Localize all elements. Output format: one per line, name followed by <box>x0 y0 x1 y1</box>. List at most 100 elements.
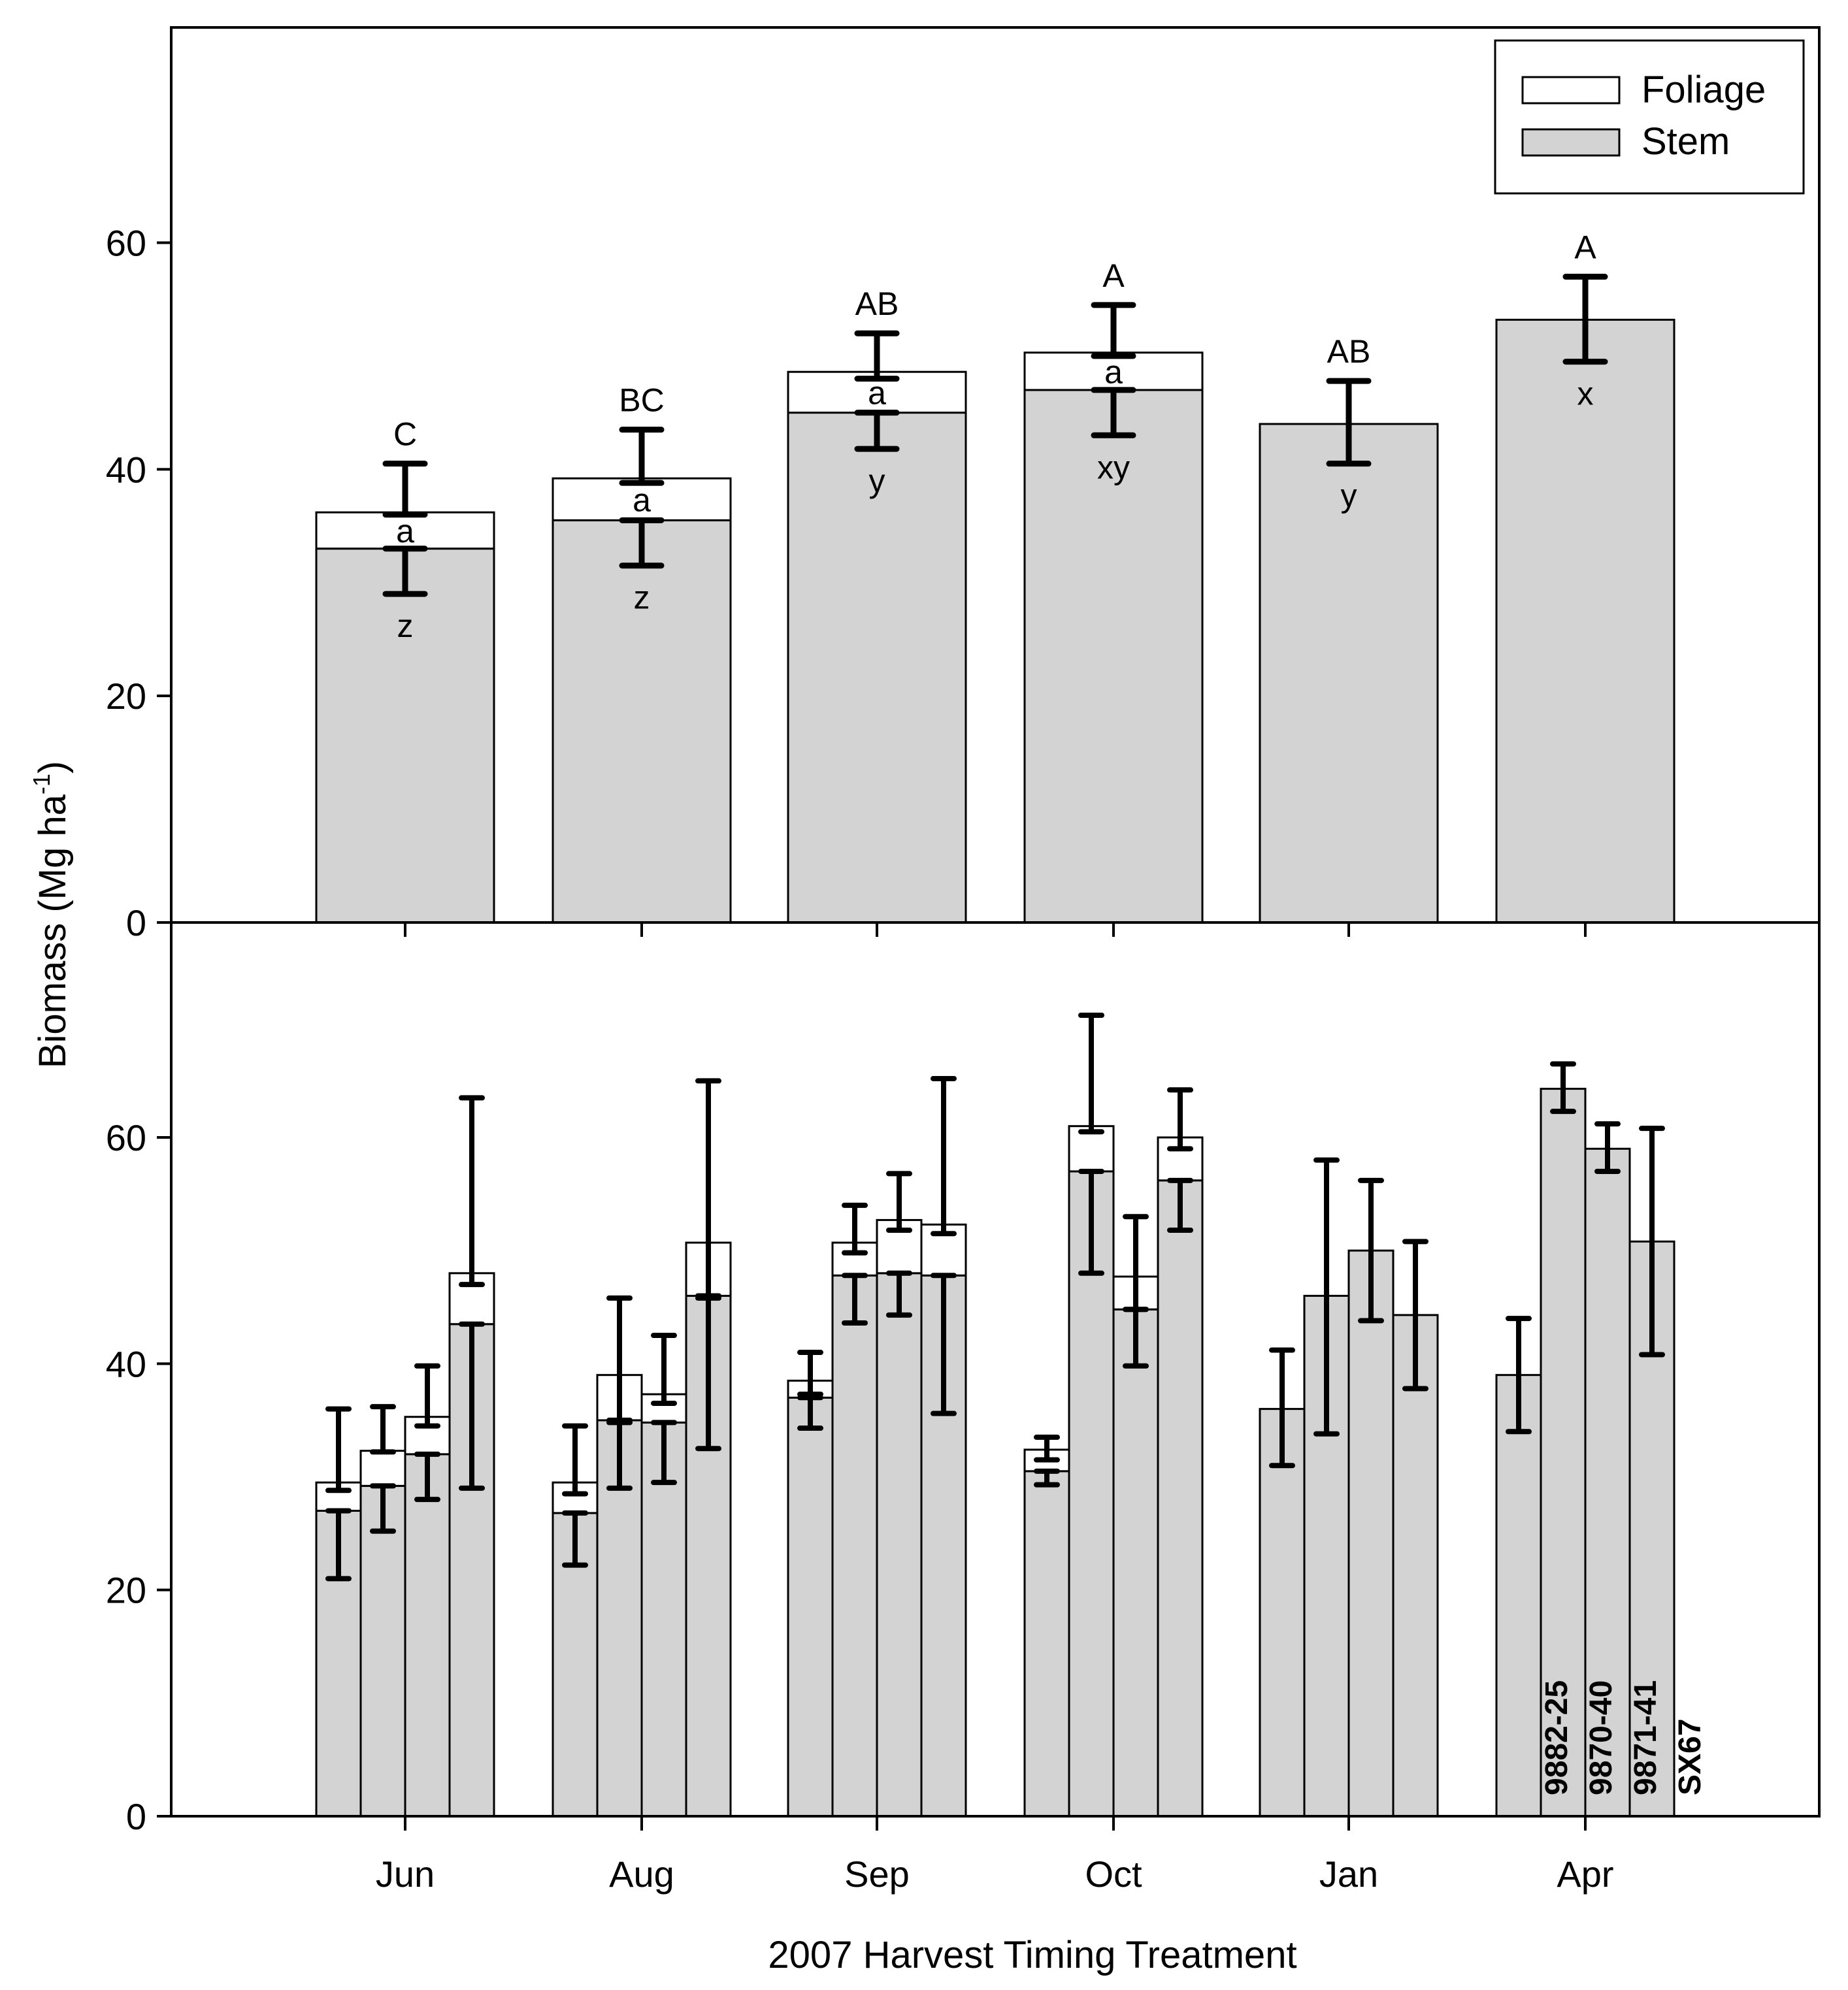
x-tick-label-aug: Aug <box>609 1853 674 1895</box>
top-bar-foliage-jun <box>315 511 495 550</box>
legend-label-stem: Stem <box>1642 120 1730 163</box>
top-letter-total-jun: C <box>393 416 417 453</box>
y-tick-label-top-20: 20 <box>106 676 146 717</box>
bottom-error-total-jun-9870-40 <box>370 1404 396 1455</box>
bottom-bar-stem-jan-9871-41 <box>1347 1249 1394 1818</box>
bottom-error-stem-oct-9870-40 <box>1078 1168 1104 1276</box>
top-letter-stem-aug: z <box>634 579 650 616</box>
y-tick-label-bottom-60: 60 <box>106 1117 146 1158</box>
bottom-error-total-aug-9882-25 <box>562 1423 588 1497</box>
labels-layer: Ca z BC a z AB a y Aa xy AB y Ax <box>393 229 1596 645</box>
bottom-bar-stem-apr-9882-25 <box>1495 1374 1542 1818</box>
top-letter-foliage-aug: a <box>633 481 651 518</box>
bottom-error-stem-jun-9882-25 <box>325 1508 352 1582</box>
panel-frame-bottom <box>170 921 1821 1818</box>
bottom-bar-stem-jun-9870-40 <box>359 1484 406 1818</box>
top-letter-total-jan: AB <box>1327 333 1371 370</box>
bottom-error-stem-aug-9882-25 <box>562 1510 588 1568</box>
bottom-bar-stem-aug-9870-40 <box>596 1419 643 1818</box>
bottom-error-stem-jun-sx67 <box>459 1321 485 1491</box>
bottom-error-total-jan-9871-41 <box>1358 1177 1384 1324</box>
top-bar-stem-oct <box>1023 389 1204 924</box>
clone-label-9882-25: 9882-25 <box>1540 1680 1574 1795</box>
bottom-error-total-sep-9870-40 <box>842 1202 868 1256</box>
bottom-bar-stem-sep-9882-25 <box>787 1396 834 1818</box>
bottom-bar-foliage-jun-9870-40 <box>359 1450 406 1487</box>
top-error-stem-oct <box>1091 387 1136 438</box>
bottom-error-total-oct-9882-25 <box>1034 1434 1060 1463</box>
bottom-bar-stem-sep-9871-41 <box>876 1272 923 1818</box>
bottom-error-total-oct-9870-40 <box>1078 1012 1104 1135</box>
bottom-error-stem-sep-9870-40 <box>842 1273 868 1326</box>
y-axis-title-superscript: -1 <box>28 774 55 794</box>
bottom-error-stem-jun-9870-40 <box>370 1483 396 1534</box>
bottom-error-stem-aug-sx67 <box>695 1293 721 1452</box>
x-tick-label-jun: Jun <box>376 1853 435 1895</box>
axes-layer: 0 20 40 60 0 20 40 60 Jun Aug Sep Oct Jan Apr <box>106 26 1821 1895</box>
bottom-error-stem-aug-9870-40 <box>606 1417 633 1491</box>
bottom-bar-stem-jan-9882-25 <box>1259 1408 1306 1818</box>
top-letter-foliage-sep: a <box>868 374 886 411</box>
top-bar-stem-sep <box>787 412 967 924</box>
bottom-bar-stem-sep-9870-40 <box>831 1274 878 1818</box>
top-error-total-apr <box>1562 274 1608 365</box>
top-letter-total-oct: A <box>1102 257 1125 294</box>
legend-swatch-foliage <box>1521 76 1621 105</box>
top-bar-stem-jan <box>1259 423 1439 924</box>
top-error-total-aug <box>619 427 665 486</box>
bars-layer <box>315 318 1675 1818</box>
legend-swatch-stem <box>1521 128 1621 157</box>
x-tick-label-apr: Apr <box>1557 1853 1613 1895</box>
legend-box <box>1494 39 1805 195</box>
top-error-total-jan <box>1326 378 1372 467</box>
bottom-bar-stem-jun-9871-41 <box>404 1453 451 1818</box>
clone-label-9871-41: 9871-41 <box>1628 1680 1663 1795</box>
y-axis-title-close: ) <box>31 761 74 774</box>
y-axis-title: Biomass (Mg ha-1) <box>28 761 74 1068</box>
top-letter-stem-oct: xy <box>1097 449 1130 485</box>
bottom-bar-stem-apr-9871-41 <box>1584 1147 1631 1818</box>
bottom-error-stem-sep-9882-25 <box>797 1395 823 1431</box>
top-letter-total-sep: AB <box>855 285 899 322</box>
bottom-bar-stem-oct-9882-25 <box>1023 1470 1070 1818</box>
bottom-error-total-sep-sx67 <box>931 1075 957 1237</box>
bottom-error-stem-oct-9882-25 <box>1034 1468 1060 1488</box>
top-letter-stem-jun: z <box>397 608 414 644</box>
top-letter-foliage-oct: a <box>1104 353 1123 390</box>
y-tick-label-bottom-40: 40 <box>106 1343 146 1384</box>
top-letter-stem-sep: y <box>869 463 885 499</box>
bottom-error-stem-sep-sx67 <box>931 1273 957 1416</box>
top-bar-stem-aug <box>552 519 732 924</box>
legend: Foliage Stem <box>1494 39 1805 195</box>
x-tick-label-oct: Oct <box>1085 1853 1142 1895</box>
bottom-error-total-jun-9882-25 <box>325 1406 352 1493</box>
bottom-error-stem-aug-9871-41 <box>651 1420 677 1486</box>
top-letter-stem-jan: y <box>1341 478 1357 514</box>
x-tick-label-sep: Sep <box>844 1853 910 1895</box>
x-axis-title: 2007 Harvest Timing Treatment <box>768 1934 1296 1976</box>
bottom-bar-stem-aug-9871-41 <box>640 1421 687 1818</box>
top-bar-stem-jun <box>315 547 495 924</box>
bottom-error-total-apr-sx67 <box>1639 1126 1665 1358</box>
top-letter-foliage-jun: a <box>396 513 414 549</box>
bottom-error-total-oct-sx67 <box>1167 1087 1193 1152</box>
top-letter-total-aug: BC <box>619 382 664 419</box>
bottom-error-total-jan-sx67 <box>1402 1239 1428 1392</box>
bottom-error-total-sep-9882-25 <box>797 1350 823 1397</box>
top-error-stem-jun <box>382 546 428 597</box>
bottom-error-total-aug-9871-41 <box>651 1333 677 1406</box>
clone-label-sx67: SX67 <box>1673 1719 1708 1795</box>
y-tick-label-top-40: 40 <box>106 449 146 490</box>
bottom-error-total-apr-9882-25 <box>1506 1316 1532 1435</box>
bottom-error-stem-jun-9871-41 <box>414 1451 440 1503</box>
top-error-total-sep <box>854 330 900 382</box>
top-error-stem-aug <box>619 517 665 569</box>
top-letter-total-apr: A <box>1574 229 1596 266</box>
x-tick-label-jan: Jan <box>1319 1853 1378 1895</box>
bottom-error-total-sep-9871-41 <box>886 1171 912 1233</box>
bottom-bar-stem-oct-sx67 <box>1157 1179 1204 1818</box>
top-letter-stem-apr: x <box>1577 376 1594 412</box>
error-bars-layer <box>325 274 1665 1582</box>
bottom-error-total-jun-9871-41 <box>414 1363 440 1429</box>
